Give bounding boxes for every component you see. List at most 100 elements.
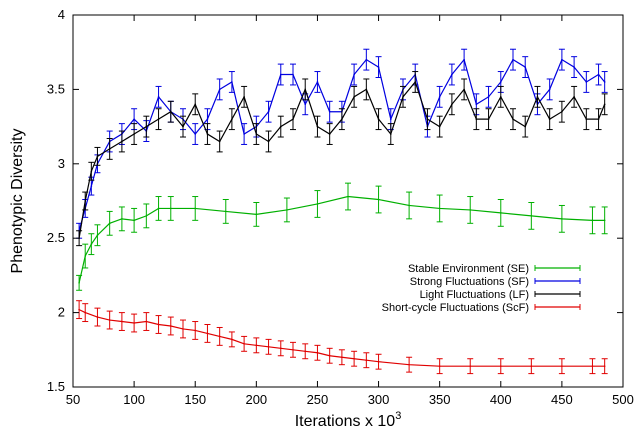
data-point	[194, 103, 197, 106]
data-point	[591, 365, 594, 367]
data-point	[597, 73, 600, 76]
data-point	[438, 207, 441, 210]
data-point	[487, 118, 490, 120]
data-point	[145, 320, 148, 323]
data-point	[316, 351, 319, 354]
data-point	[90, 185, 93, 187]
data-point	[169, 325, 172, 327]
data-point	[591, 219, 594, 222]
data-point	[108, 222, 111, 225]
data-point	[169, 207, 172, 210]
data-point	[304, 88, 307, 91]
data-point	[451, 103, 453, 106]
data-point	[255, 344, 258, 347]
data-point	[603, 219, 606, 222]
data-point	[408, 204, 410, 207]
data-point	[157, 207, 160, 210]
data-point	[377, 118, 380, 120]
data-point	[603, 103, 606, 106]
y-tick-label: 2	[58, 305, 65, 320]
legend-label: Stable Environment (SE)	[408, 263, 529, 275]
data-point	[133, 133, 135, 135]
data-point	[561, 110, 563, 113]
data-point	[182, 328, 184, 330]
data-point	[84, 200, 87, 202]
data-point	[499, 81, 502, 83]
data-point	[365, 58, 368, 61]
data-point	[475, 103, 478, 106]
data-point	[206, 332, 209, 335]
data-point	[469, 209, 472, 211]
data-point	[108, 319, 111, 321]
data-point	[377, 360, 380, 363]
data-point	[353, 96, 355, 98]
data-point	[499, 96, 502, 98]
data-point	[353, 73, 355, 76]
data-point	[316, 203, 319, 205]
y-tick-label: 3	[58, 156, 65, 171]
data-point	[255, 133, 258, 135]
series-3	[76, 300, 608, 375]
y-tick-label: 1.5	[47, 379, 65, 394]
data-point	[121, 140, 123, 143]
data-point	[548, 88, 551, 91]
data-point	[438, 96, 441, 98]
data-point	[573, 66, 575, 68]
data-point	[530, 365, 533, 367]
data-point	[279, 125, 282, 128]
data-point	[475, 118, 478, 120]
data-point	[548, 118, 551, 120]
data-point	[286, 209, 288, 211]
data-point	[194, 133, 197, 135]
data-point	[377, 198, 380, 201]
data-point	[206, 118, 209, 120]
data-point	[145, 215, 148, 217]
data-point	[279, 73, 282, 76]
data-point	[512, 118, 514, 120]
data-point	[169, 110, 172, 113]
data-point	[463, 58, 465, 61]
data-point	[389, 118, 392, 120]
legend-label: Short-cycle Fluctuations (ScF)	[382, 302, 529, 314]
data-point	[353, 357, 355, 360]
data-point	[96, 234, 99, 237]
x-tick-label: 350	[429, 392, 451, 407]
data-point	[267, 346, 270, 348]
data-point	[438, 125, 441, 128]
series-line	[78, 309, 605, 367]
x-axis-title: Iterations x 103	[295, 410, 402, 430]
y-axis-title: Phenotypic Diversity	[9, 129, 26, 274]
legend-label: Light Fluctuations (LF)	[420, 289, 529, 301]
data-point	[524, 66, 527, 68]
data-point	[530, 215, 533, 217]
series-layer	[76, 48, 608, 375]
data-point	[365, 88, 368, 91]
data-point	[231, 81, 233, 83]
data-point	[157, 96, 160, 98]
data-point	[414, 81, 417, 83]
x-tick-label: 100	[123, 392, 145, 407]
data-point	[561, 58, 563, 61]
data-point	[279, 347, 282, 350]
data-point	[499, 212, 502, 214]
x-axis-title-main: Iterations x 10	[295, 413, 396, 430]
x-tick-label: 250	[307, 392, 329, 407]
data-point	[218, 140, 221, 143]
data-point	[487, 96, 490, 98]
axes-layer: 50 100 150 200 250 300 350 400 450 500 1.5 2 2.5 3 3.5…	[47, 7, 634, 407]
data-point	[451, 73, 453, 76]
x-tick-label: 300	[368, 392, 390, 407]
y-tick-label: 4	[58, 7, 65, 22]
x-tick-label: 450	[551, 392, 573, 407]
data-point	[157, 118, 160, 120]
data-point	[426, 118, 429, 120]
data-point	[603, 365, 606, 367]
data-point	[78, 308, 80, 311]
data-point	[182, 125, 184, 128]
data-point	[96, 316, 99, 318]
data-point	[78, 282, 80, 284]
data-point	[408, 363, 410, 366]
data-point	[224, 210, 227, 213]
data-point	[157, 323, 160, 326]
series-0	[76, 182, 608, 291]
